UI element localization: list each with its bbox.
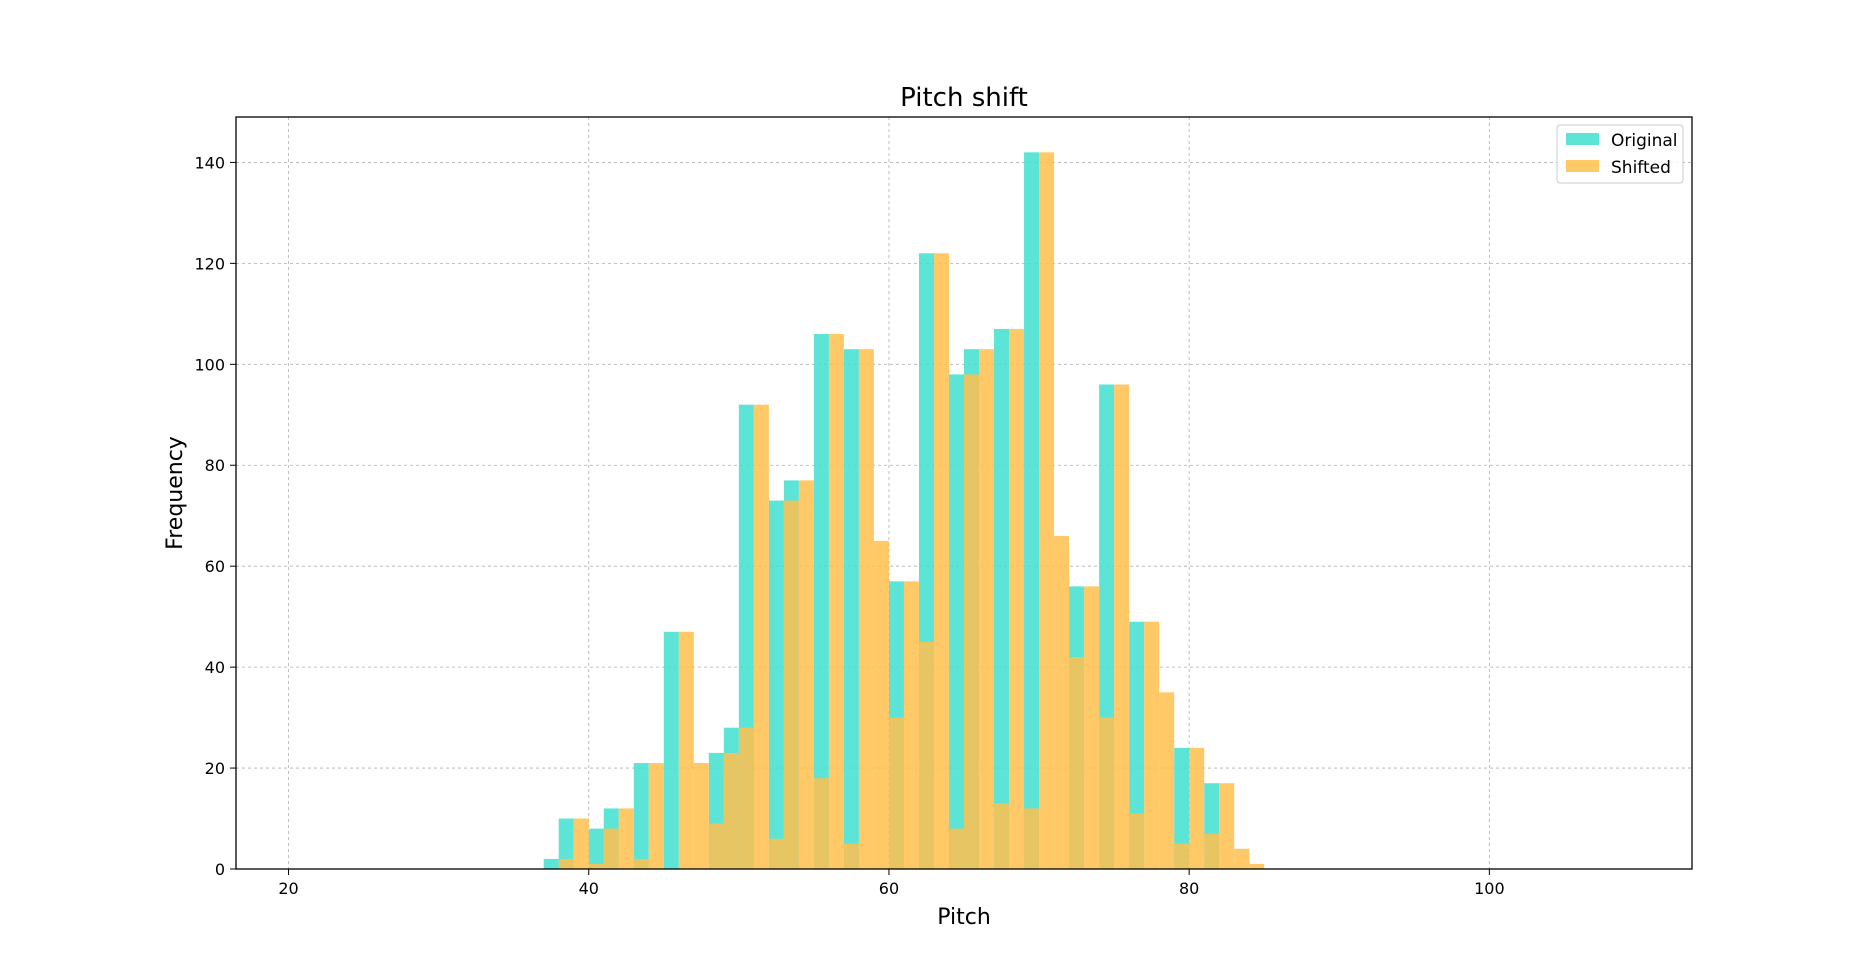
bar-shifted (903, 581, 919, 869)
y-tick-label: 120 (194, 254, 225, 273)
bar-original (994, 328, 1010, 869)
bar-original (558, 818, 574, 869)
bar-shifted (1114, 384, 1130, 869)
bar-shifted (948, 828, 964, 869)
bar-shifted (648, 763, 664, 869)
x-tick-label: 20 (278, 879, 298, 898)
bar-shifted (1069, 657, 1085, 869)
bar-shifted (1054, 535, 1070, 869)
bar-shifted (588, 863, 604, 869)
bar-original (1024, 152, 1040, 869)
bar-shifted (858, 349, 874, 869)
y-tick-label: 40 (205, 658, 225, 677)
bar-shifted (723, 752, 739, 869)
bar-shifted (994, 803, 1010, 869)
bar-shifted (708, 823, 724, 869)
bar-shifted (753, 404, 769, 869)
bar-shifted (1129, 813, 1145, 869)
bar-shifted (738, 727, 754, 869)
bar-shifted (1159, 692, 1175, 869)
x-axis-label: Pitch (937, 905, 991, 930)
legend-label-original: Original (1611, 131, 1678, 151)
bar-shifted (1039, 152, 1055, 869)
chart-title: Pitch shift (900, 83, 1028, 113)
bar-shifted (979, 349, 995, 869)
y-axis-ticks: 0 20 40 60 80 100 120 140 (194, 153, 236, 879)
bar-shifted (693, 763, 709, 869)
bar-original (1174, 747, 1190, 869)
x-tick-label: 80 (1179, 879, 1199, 898)
bar-shifted (573, 818, 589, 869)
bar-shifted (1219, 783, 1235, 869)
bar-shifted (768, 838, 784, 869)
bar-original (543, 858, 559, 869)
y-tick-label: 20 (205, 759, 225, 778)
bar-shifted (618, 808, 634, 869)
bar-shifted (828, 334, 844, 869)
bar-shifted (633, 858, 649, 869)
legend-label-shifted: Shifted (1611, 158, 1671, 178)
x-tick-label: 40 (579, 879, 599, 898)
bar-original (633, 763, 649, 869)
legend: Original Shifted (1556, 124, 1684, 184)
bar-shifted (798, 480, 814, 869)
bar-shifted (964, 374, 980, 869)
legend-swatch-original (1566, 133, 1599, 145)
bar-shifted (888, 717, 904, 869)
bar-shifted (603, 828, 619, 869)
bar-shifted (1024, 808, 1040, 869)
bar-shifted (1144, 621, 1160, 869)
bar-shifted (1189, 747, 1205, 869)
bar-shifted (873, 540, 889, 869)
x-tick-label: 100 (1474, 879, 1505, 898)
bar-original (588, 828, 604, 869)
bar-original (813, 334, 829, 869)
bar-original (663, 631, 679, 869)
series-shifted-bars (558, 152, 1265, 870)
x-tick-label: 60 (879, 879, 899, 898)
bar-shifted (1084, 586, 1100, 869)
bar-shifted (1174, 843, 1190, 869)
bar-shifted (813, 778, 829, 869)
bar-shifted (1204, 833, 1220, 869)
legend-swatch-shifted (1566, 160, 1599, 172)
bar-original (768, 500, 784, 869)
bar-shifted (843, 843, 859, 869)
bar-shifted (558, 858, 574, 869)
y-tick-label: 100 (194, 355, 225, 374)
bar-shifted (783, 500, 799, 869)
y-tick-label: 0 (215, 860, 225, 879)
bar-original (1129, 621, 1145, 869)
bar-shifted (1099, 717, 1115, 869)
bar-shifted (678, 631, 694, 869)
y-tick-label: 80 (205, 456, 225, 475)
y-tick-label: 60 (205, 557, 225, 576)
bar-shifted (933, 253, 949, 870)
bar-original (843, 349, 859, 869)
bar-shifted (918, 641, 934, 869)
y-axis-label: Frequency (163, 436, 188, 550)
y-tick-label: 140 (194, 153, 225, 172)
bar-shifted (1009, 328, 1025, 869)
plot-frame (235, 116, 1693, 870)
bar-shifted (1249, 863, 1265, 869)
x-axis-ticks: 20 40 60 80 100 (278, 869, 1505, 898)
bar-original (948, 374, 964, 869)
bar-shifted (1234, 848, 1250, 869)
